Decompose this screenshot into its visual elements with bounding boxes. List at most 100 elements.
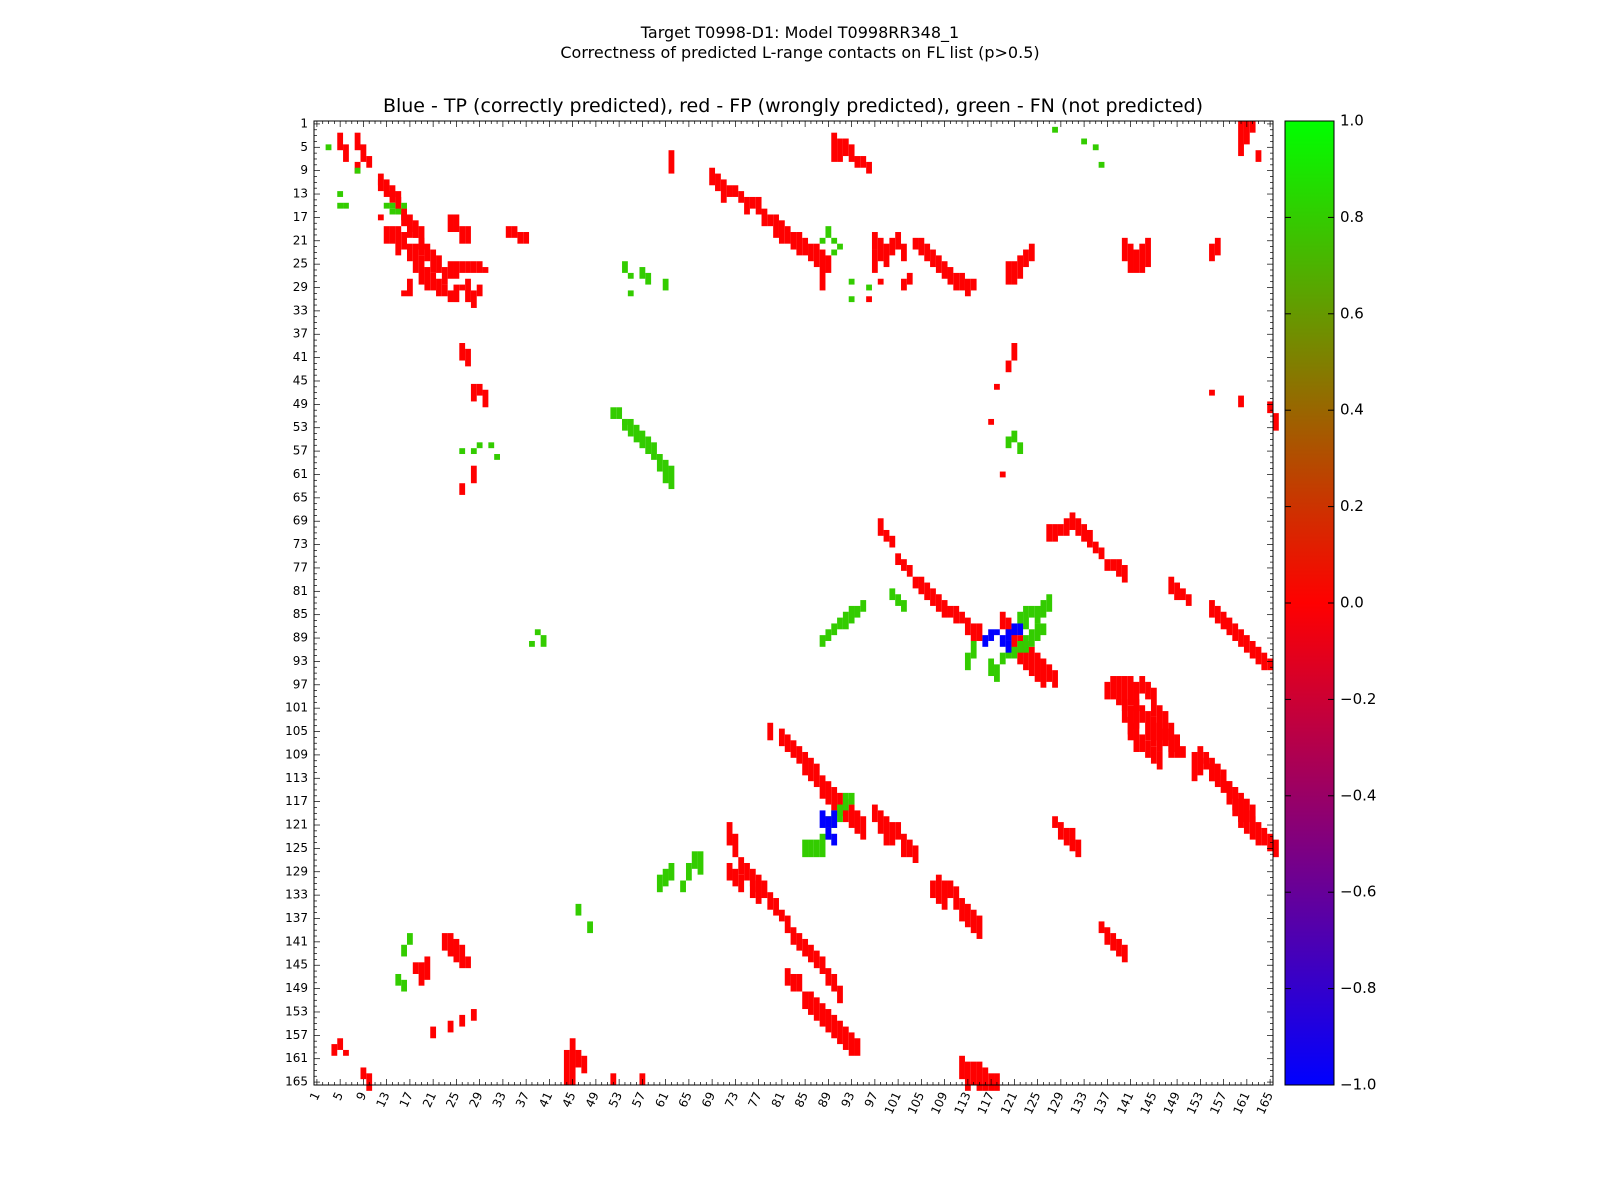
colorbar-tick-label: −0.2 xyxy=(1340,690,1376,708)
contact-cell-fp xyxy=(935,874,942,904)
contact-cell-fp xyxy=(999,611,1006,630)
contact-cell-fp xyxy=(906,272,913,285)
contact-cell-fp xyxy=(866,161,872,174)
contact-cell-fp xyxy=(959,1055,965,1080)
contact-cell-fp xyxy=(912,576,919,589)
x-tick-label: 93 xyxy=(838,1090,857,1110)
contact-cell-fp xyxy=(1040,658,1047,688)
contact-cell-fp xyxy=(761,208,768,227)
contact-cell-fp xyxy=(430,1026,437,1039)
contact-cell-fp xyxy=(860,156,867,168)
x-tick-label: 73 xyxy=(722,1090,741,1110)
x-tick-label: 117 xyxy=(975,1090,997,1117)
y-tick-label: 141 xyxy=(285,934,308,948)
contact-cell-fp xyxy=(1127,705,1134,735)
contact-cell-fp xyxy=(459,1014,466,1027)
contact-cell-fp xyxy=(941,880,948,910)
contact-cell-fp xyxy=(906,839,913,858)
contact-cell-fp xyxy=(465,278,471,303)
contact-cell-fn xyxy=(831,249,838,256)
contact-cell-fp xyxy=(575,1049,582,1068)
contact-cell-fp xyxy=(813,763,820,788)
y-tick-label: 45 xyxy=(293,373,308,387)
contact-cell-fp xyxy=(901,559,907,571)
figure-title-line2: Correctness of predicted L-range contact… xyxy=(560,43,1039,62)
contact-cell-fp xyxy=(465,261,471,273)
contact-cell-fp xyxy=(854,810,861,834)
contact-cell-fn xyxy=(337,202,344,209)
contact-cell-fp xyxy=(1150,716,1157,747)
contact-cell-fp xyxy=(436,278,442,297)
contact-cell-fn xyxy=(645,272,652,285)
contact-cell-fp xyxy=(1139,676,1146,694)
colorbar-tick-label: −1.0 xyxy=(1340,1076,1376,1094)
contact-cell-fp xyxy=(1023,640,1029,671)
y-tick-label: 53 xyxy=(293,420,308,434)
contact-cell-fp xyxy=(470,383,477,402)
contact-cell-fp xyxy=(1156,705,1163,741)
x-tick-labels: 1 5 9 13 17 21 25 29 33 37 41 45 49 53 57 61 65 69 73 77 81 8… xyxy=(307,1090,1276,1117)
x-tick-label: 45 xyxy=(559,1090,578,1110)
contact-cell-tp xyxy=(988,629,995,641)
contact-cell-fp xyxy=(1046,664,1053,682)
contact-cell-fn xyxy=(854,605,861,618)
contact-cell-fp xyxy=(470,465,477,484)
x-tick-label: 69 xyxy=(699,1090,718,1110)
contact-cell-fp xyxy=(970,623,977,641)
contact-cell-fp xyxy=(889,535,896,548)
contact-cell-fp xyxy=(1052,816,1058,828)
y-tick-label: 33 xyxy=(293,303,308,317)
contact-cell-fp xyxy=(389,226,396,244)
contact-cell-fp xyxy=(959,898,965,922)
colorbar-tick-label: 0.8 xyxy=(1340,208,1364,226)
contact-cell-fp xyxy=(360,1067,367,1080)
contact-cell-fn xyxy=(999,652,1006,665)
contact-cell-fp xyxy=(738,874,745,893)
contact-cell-fp xyxy=(848,804,855,828)
contact-cell-fp xyxy=(482,389,489,408)
contact-cell-fp xyxy=(895,232,902,250)
contact-cell-fn xyxy=(622,261,628,273)
contact-cell-fp xyxy=(924,582,931,601)
contact-cell-fp xyxy=(412,962,419,974)
contact-cell-fp xyxy=(459,284,466,291)
contact-cell-fp xyxy=(784,226,791,244)
y-tick-label: 61 xyxy=(293,467,308,481)
colorbar: 1.0 0.8 0.6 0.4 0.2 0.0 −0.2 −0.4 −0.6 −0.8 −1.0 xyxy=(1284,112,1376,1094)
contact-cell-fp xyxy=(976,1061,983,1091)
contact-cell-fp xyxy=(755,886,762,904)
contact-cell-fp xyxy=(418,962,425,986)
contact-cell-fn xyxy=(831,623,838,636)
contact-cell-fp xyxy=(453,284,460,303)
contact-cell-fp xyxy=(1057,524,1064,536)
contact-cell-fp xyxy=(808,757,814,782)
contact-cell-fp xyxy=(930,588,936,606)
contact-cell-fp xyxy=(1232,787,1239,817)
contact-cell-fn xyxy=(1017,640,1024,653)
contact-cell-fp xyxy=(790,927,797,945)
contact-cell-fp xyxy=(825,1009,832,1033)
contact-cell-tp xyxy=(999,635,1006,647)
y-tick-label: 101 xyxy=(285,701,308,715)
contact-cell-fn xyxy=(1040,623,1047,636)
axes-title: Blue - TP (correctly predicted), red - F… xyxy=(383,95,1203,117)
contact-cell-fp xyxy=(441,284,448,297)
contact-cell-fp xyxy=(1069,827,1076,852)
plot-background xyxy=(314,121,1273,1085)
contact-cell-fn xyxy=(651,442,657,460)
contact-cell-fp xyxy=(366,156,373,168)
contact-cell-fp xyxy=(470,1009,477,1021)
contact-cell-fp xyxy=(953,886,960,910)
contact-cell-fp xyxy=(1238,395,1244,408)
contact-cell-fp xyxy=(1261,652,1268,671)
contact-cell-fp xyxy=(1104,927,1111,945)
contact-cell-fp xyxy=(1121,237,1128,262)
contact-cell-fp xyxy=(819,775,826,799)
contact-cell-fn xyxy=(639,430,646,449)
y-tick-label: 69 xyxy=(293,514,308,528)
contact-cell-fn xyxy=(860,600,867,612)
contact-cell-fn xyxy=(668,465,675,490)
contact-cell-fp xyxy=(825,781,832,805)
contact-cell-fp xyxy=(802,751,809,776)
x-tick-label: 157 xyxy=(1207,1090,1229,1117)
